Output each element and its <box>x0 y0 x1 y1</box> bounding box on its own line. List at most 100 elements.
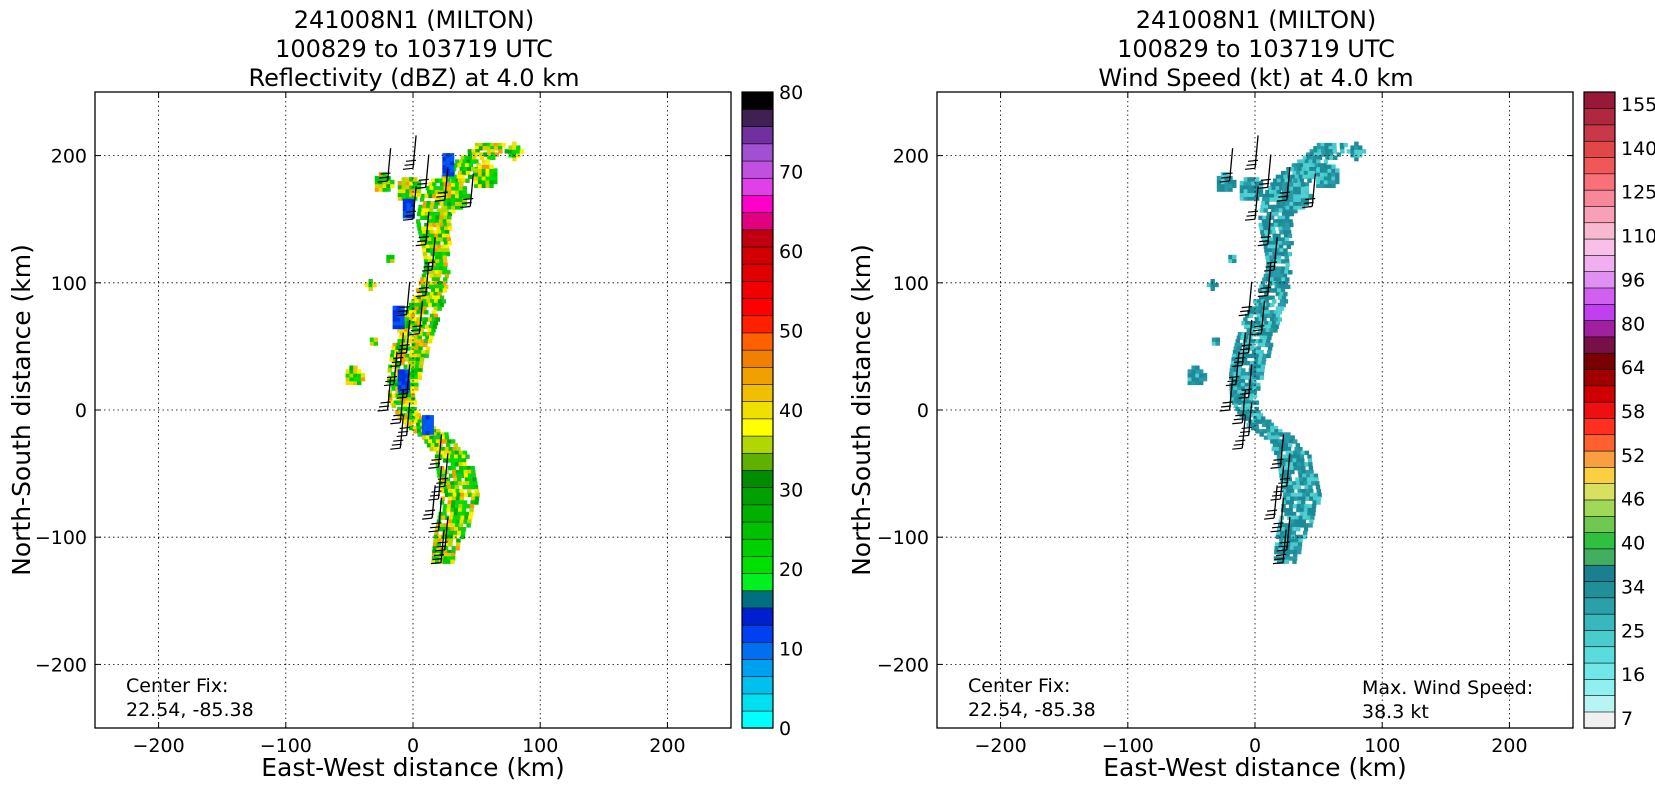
colorbar-tick-label: 96 <box>1621 269 1645 291</box>
echo-cell <box>438 454 443 459</box>
echo-cell <box>1271 313 1277 319</box>
echo-cell <box>419 342 424 348</box>
echo-cell <box>1191 380 1196 386</box>
echo-cell <box>374 179 380 185</box>
echo-cell <box>489 172 494 177</box>
echo-cell <box>1275 174 1281 180</box>
echo-cell <box>353 369 358 374</box>
echo-cell <box>468 174 473 180</box>
echo-cell <box>390 371 396 377</box>
echo-cell <box>1199 380 1204 386</box>
echo-cell <box>1239 353 1245 359</box>
echo-cell <box>447 215 452 220</box>
echo-cell <box>468 477 473 482</box>
echo-cell <box>1292 556 1298 561</box>
echo-cell <box>1251 419 1257 424</box>
echo-cell <box>1261 233 1266 239</box>
echo-cell <box>1300 186 1306 191</box>
echo-cell <box>1279 248 1284 253</box>
echo-cell <box>439 182 445 187</box>
echo-cell <box>1266 353 1271 359</box>
echo-cell <box>447 205 452 210</box>
echo-cell <box>422 251 428 257</box>
echo-cell <box>1211 337 1217 342</box>
echo-cell <box>443 546 449 551</box>
colorbar-swatch <box>1583 222 1616 240</box>
echo-cell <box>1297 466 1302 471</box>
echo-cell <box>424 211 430 217</box>
echo-cell <box>444 226 449 231</box>
echo-cell <box>429 204 435 210</box>
echo-cell <box>1287 473 1292 478</box>
echo-cell <box>1294 492 1299 498</box>
echo-cell <box>1297 546 1302 551</box>
echo-cell <box>443 222 448 228</box>
echo-cell <box>373 337 378 342</box>
echo-cell <box>1277 193 1283 199</box>
echo-cell <box>1306 163 1312 168</box>
echo-cell <box>451 205 456 210</box>
echo-cell <box>435 237 440 242</box>
colorbar-frame <box>741 91 774 729</box>
echo-cell <box>1288 443 1293 448</box>
echo-cell <box>1235 400 1241 405</box>
echo-cell <box>1266 215 1271 220</box>
echo-cell <box>416 413 421 418</box>
echo-cell <box>1191 369 1196 374</box>
echo-cell <box>1245 321 1250 326</box>
echo-cell <box>1319 176 1325 181</box>
echo-cell <box>470 485 475 490</box>
echo-cell <box>1313 167 1318 172</box>
echo-cell <box>489 164 494 169</box>
echo-cell <box>455 500 460 505</box>
echo-cell <box>434 454 440 459</box>
echo-cell <box>1290 538 1295 543</box>
echo-cell <box>475 146 480 151</box>
echo-cell <box>424 277 429 282</box>
colorbar-tick-label: 30 <box>779 480 803 502</box>
echo-cell <box>427 339 433 344</box>
echo-cell <box>1266 193 1271 199</box>
echo-cell <box>421 418 427 424</box>
echo-cell <box>440 208 445 213</box>
echo-cell <box>491 155 496 160</box>
echo-cell <box>1306 477 1312 482</box>
echo-cell <box>442 153 447 158</box>
echo-cell <box>1266 277 1271 282</box>
echo-cell <box>1281 241 1287 246</box>
echo-cell <box>1261 197 1267 202</box>
echo-cell <box>1277 556 1282 561</box>
echo-cell <box>1257 342 1262 348</box>
y-axis-label: North-South distance (km) <box>847 244 876 576</box>
echo-cell <box>428 295 433 300</box>
echo-cell <box>1311 504 1317 509</box>
colorbar-swatch <box>1583 450 1616 468</box>
echo-cell <box>414 306 419 311</box>
echo-cell <box>1289 439 1294 444</box>
echo-cell <box>427 328 432 333</box>
echo-cell <box>436 466 441 471</box>
echo-cell <box>428 182 433 187</box>
echo-cell <box>1316 142 1322 148</box>
y-tick-label: −200 <box>877 654 929 676</box>
echo-cell <box>452 515 458 520</box>
echo-cell <box>436 208 442 213</box>
echo-cell <box>392 360 397 366</box>
echo-cell <box>443 450 448 456</box>
echo-cell <box>1280 530 1285 536</box>
echo-cell <box>433 204 438 210</box>
echo-cell <box>467 519 472 524</box>
echo-cell <box>386 187 391 192</box>
echo-cell <box>1311 170 1316 176</box>
echo-cell <box>466 485 471 490</box>
colorbar-swatch <box>741 624 774 643</box>
echo-cell <box>463 519 468 524</box>
echo-cell <box>1325 155 1330 160</box>
echo-cell <box>1280 288 1286 293</box>
echo-cell <box>1304 189 1309 195</box>
echo-cell <box>446 481 451 486</box>
echo-cell <box>1294 538 1299 543</box>
echo-cell <box>449 156 455 162</box>
echo-cell <box>1296 458 1301 463</box>
echo-cell <box>454 523 460 528</box>
